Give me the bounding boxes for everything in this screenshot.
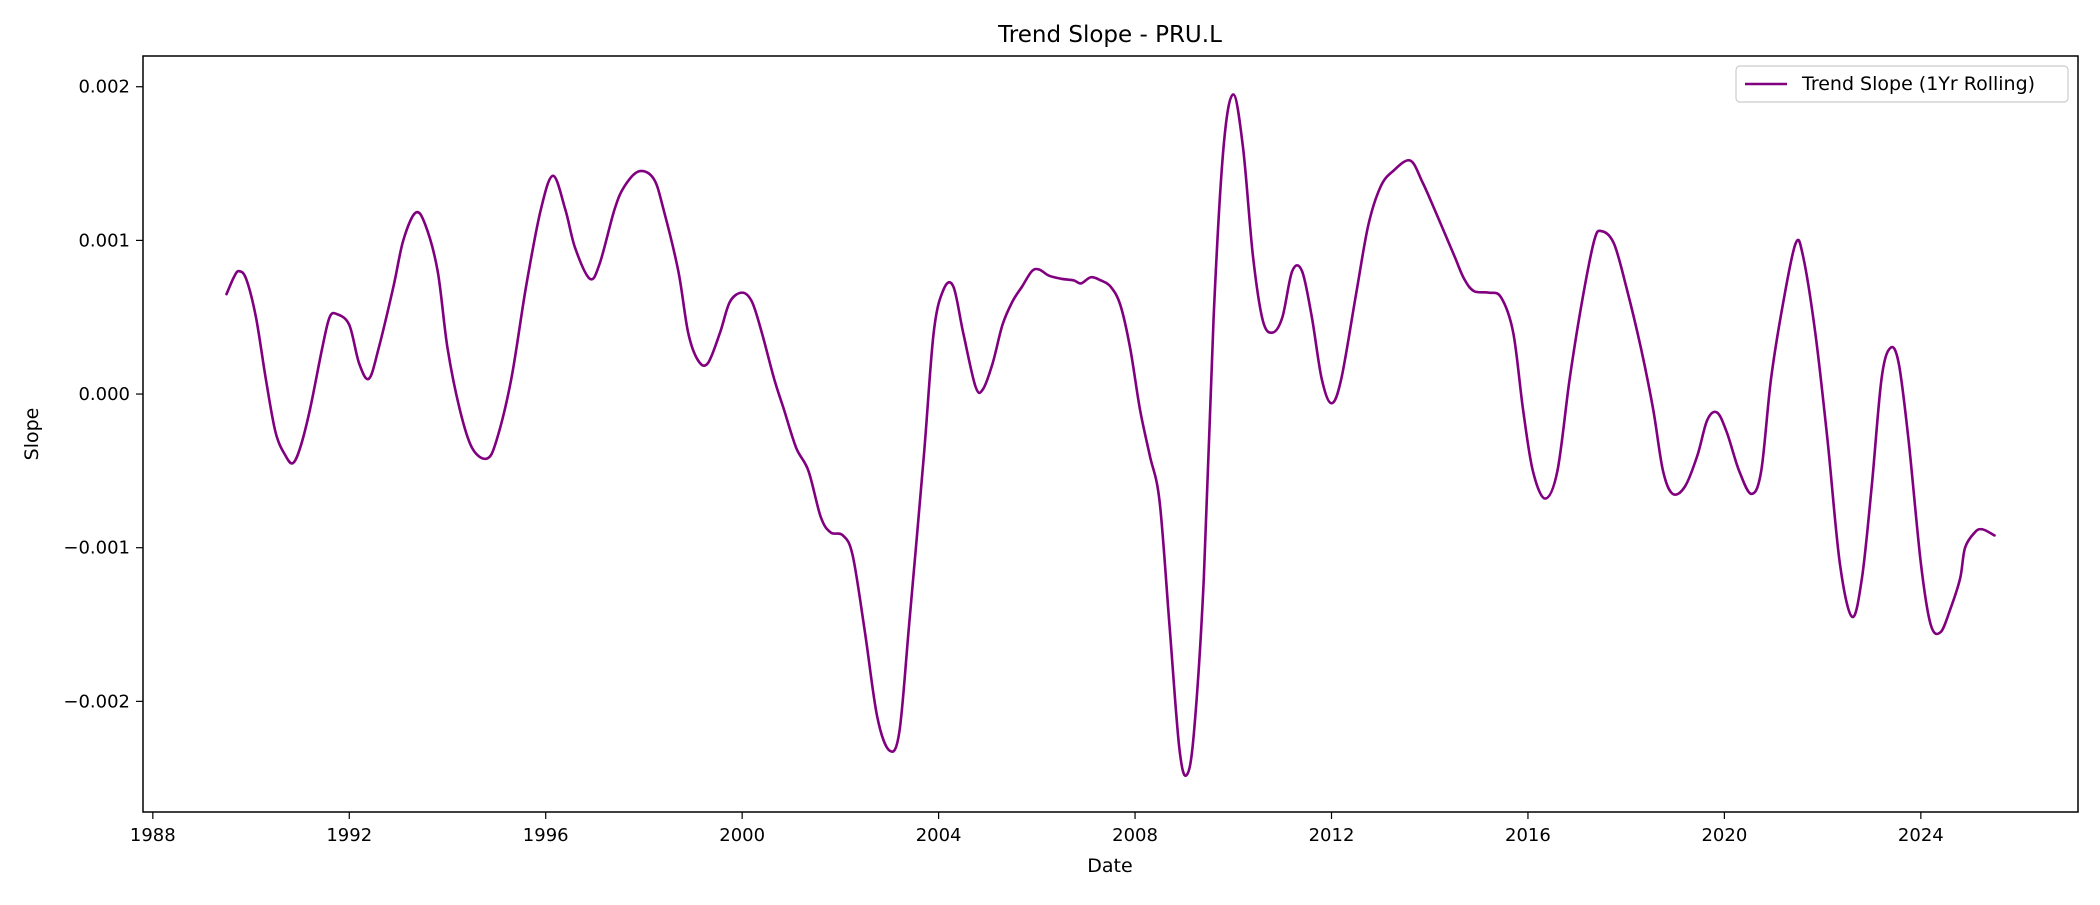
x-tick-label: 1988 [130,825,176,846]
series-line-trend-slope [225,93,1996,777]
x-tick-label: 1992 [326,825,372,846]
legend-box [1735,65,2069,103]
y-tick-label: 0.002 [78,77,130,98]
legend: Trend Slope (1Yr Rolling) [1735,65,2069,103]
x-tick-label: 1996 [523,825,569,846]
axes-frame [142,55,2079,813]
y-tick-label: −0.001 [63,538,130,559]
x-tick-label: 2020 [1701,825,1747,846]
x-axis-ticks: 1988 1992 1996 2000 2004 2008 2012 2016 2020 2024 [130,812,1944,846]
series-layer [225,93,1996,777]
x-tick-label: 2016 [1505,825,1551,846]
x-tick-label: 2008 [1112,825,1158,846]
y-axis-ticks: −0.002 −0.001 0.000 0.001 0.002 [63,77,143,712]
y-axis-label: Slope [21,408,43,461]
y-tick-label: −0.002 [63,691,130,712]
x-tick-label: 2000 [719,825,765,846]
x-tick-label: 2024 [1898,825,1944,846]
x-tick-label: 2012 [1309,825,1355,846]
legend-label: Trend Slope (1Yr Rolling) [1801,73,2035,95]
y-tick-label: 0.000 [78,384,130,405]
x-axis-label: Date [1087,855,1132,877]
plot-area: 1988 1992 1996 2000 2004 2008 2012 2016 2020 2024… [63,55,2079,846]
y-tick-label: 0.001 [78,230,130,251]
x-tick-label: 2004 [916,825,962,846]
chart-title: Trend Slope - PRU.L [997,22,1222,48]
